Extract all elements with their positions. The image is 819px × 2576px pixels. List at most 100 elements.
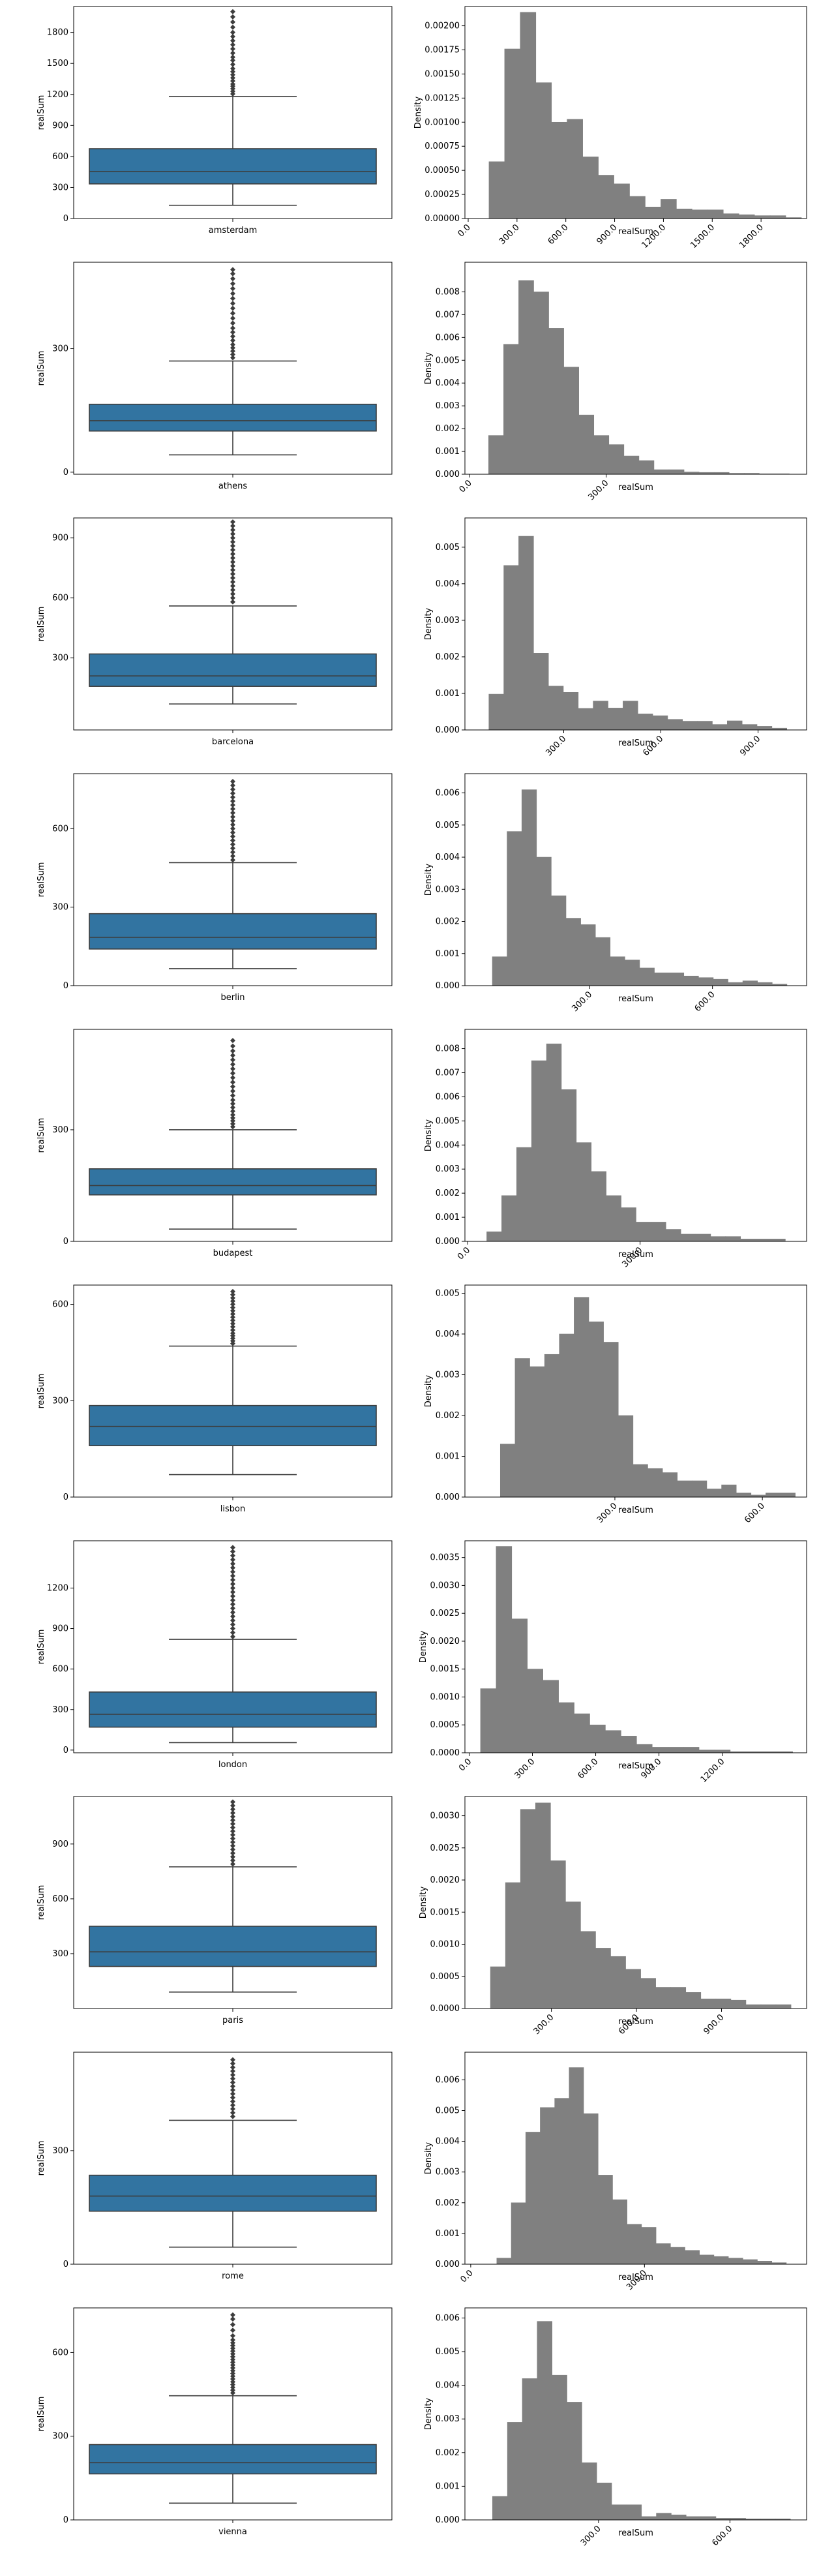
outlier-point — [230, 1327, 235, 1333]
histogram-bar — [480, 1688, 497, 1753]
outlier-point — [230, 563, 235, 569]
histogram-bar — [651, 1747, 668, 1753]
histogram-bar — [597, 2175, 613, 2265]
outlier-point — [230, 1118, 235, 1124]
outlier-point — [230, 2076, 235, 2082]
histogram-bar — [583, 2113, 599, 2265]
y-tick-label: 0.0015 — [430, 1665, 460, 1674]
outlier-point — [230, 2102, 235, 2108]
boxplot-panel-3: 0 300 600 berlin realSum — [37, 773, 393, 1003]
outlier-point — [230, 1093, 235, 1099]
y-tick-label: 0.0035 — [430, 1553, 460, 1563]
y-tick-label: 0.002 — [436, 917, 460, 927]
outlier-point — [230, 1079, 235, 1085]
outlier-point — [230, 1301, 235, 1307]
histogram-bar — [670, 2247, 685, 2265]
y-tick-label: 0.003 — [436, 401, 460, 411]
histogram-bar — [595, 937, 611, 986]
outlier-point — [230, 1825, 235, 1830]
outlier-point — [230, 337, 235, 343]
y-axis-label: realSum — [37, 351, 46, 386]
y-tick-label: 0.00175 — [424, 45, 460, 55]
y-tick-label: 0.000 — [436, 981, 460, 991]
histogram-bar — [507, 2422, 523, 2521]
outlier-point — [230, 19, 235, 25]
histogram-bar — [488, 435, 504, 475]
histogram-bar — [743, 2259, 758, 2265]
histogram-bar — [727, 720, 743, 731]
y-tick-label: 0.005 — [436, 1116, 460, 1126]
histogram-bar — [633, 1464, 648, 1498]
category-label: rome — [222, 2271, 244, 2281]
outlier-point — [230, 301, 235, 307]
outlier-point — [230, 2348, 235, 2354]
y-tick-label: 600 — [52, 824, 68, 834]
x-tick-label: 300.0 — [570, 990, 594, 1014]
outlier-point — [230, 1821, 235, 1827]
y-tick-label: 300 — [52, 2432, 68, 2442]
boxplot-panel-2: 300 600 900 barcelona realSum — [37, 517, 393, 747]
histogram-bar — [612, 2199, 627, 2265]
outlier-point — [230, 1813, 235, 1819]
y-tick-label: 0.0010 — [430, 1692, 460, 1702]
histogram-bar — [598, 175, 614, 219]
outlier-point — [230, 1799, 235, 1805]
outlier-point — [230, 2337, 235, 2343]
outlier-point — [230, 1088, 235, 1094]
outlier-point — [230, 575, 235, 581]
outlier-point — [230, 333, 235, 339]
y-tick-label: 0.0020 — [430, 1875, 460, 1885]
outlier-point — [230, 1806, 235, 1812]
histogram-panel-7: 0.0000 0.0005 0.0010 0.0015 0.0020 0.0025 0.00… — [419, 1796, 807, 2037]
histogram-bar — [492, 2496, 508, 2521]
histogram-bar — [648, 1468, 663, 1498]
outlier-point — [230, 523, 235, 529]
outlier-point — [230, 2346, 235, 2352]
y-tick-label: 0.007 — [436, 310, 460, 320]
outlier-point — [230, 1038, 235, 1044]
histogram-bar — [525, 2132, 541, 2265]
y-tick-label: 0.001 — [436, 949, 460, 959]
boxplot-panel-4: 0 300 budapest realSum — [37, 1029, 393, 1258]
histogram-bar — [563, 691, 579, 731]
outlier-point — [230, 555, 235, 561]
category-label: athens — [218, 481, 248, 491]
y-tick-label: 0.002 — [436, 652, 460, 662]
x-tick-label: 0.0 — [456, 222, 473, 239]
histogram-bar — [565, 918, 581, 986]
histogram-bar — [730, 1999, 747, 2009]
histogram-bar — [529, 1366, 545, 1498]
outlier-point — [230, 579, 235, 585]
y-tick-label: 0.0005 — [430, 1720, 460, 1730]
y-axis-label: Density — [413, 96, 423, 129]
box-iqr — [89, 1168, 377, 1196]
y-tick-label: 0.001 — [436, 689, 460, 699]
y-tick-label: 0.008 — [436, 1044, 460, 1054]
y-tick-label: 0.000 — [436, 1493, 460, 1502]
outlier-point — [230, 2384, 235, 2390]
histogram-bar — [653, 469, 670, 475]
outlier-point — [230, 1043, 235, 1049]
outlier-point — [230, 42, 235, 48]
histogram-bar — [655, 2243, 671, 2265]
y-tick-label: 0.0015 — [430, 1907, 460, 1917]
outlier-point — [230, 315, 235, 321]
histogram-bar — [685, 1992, 702, 2009]
outlier-point — [230, 1581, 235, 1587]
y-tick-label: 0.0025 — [430, 1609, 460, 1618]
histogram-bar — [544, 1354, 560, 1498]
outlier-point — [230, 271, 235, 277]
y-axis-label: Density — [419, 1886, 428, 1918]
outlier-point — [230, 68, 235, 74]
y-tick-label: 0.0005 — [430, 1972, 460, 1982]
histogram-bar — [580, 1931, 596, 2009]
outlier-point — [230, 834, 235, 840]
histogram-bar — [714, 1750, 731, 1753]
outlier-point — [230, 1052, 235, 1058]
outlier-point — [230, 2354, 235, 2359]
plot-frame — [464, 517, 807, 731]
boxplot-panel-0: 0 300 600 900 1200 1500 1800 amsterdam realSum — [37, 6, 393, 235]
y-tick-label: 0.0025 — [430, 1843, 460, 1853]
outlier-point — [230, 1545, 235, 1551]
outlier-point — [230, 822, 235, 828]
